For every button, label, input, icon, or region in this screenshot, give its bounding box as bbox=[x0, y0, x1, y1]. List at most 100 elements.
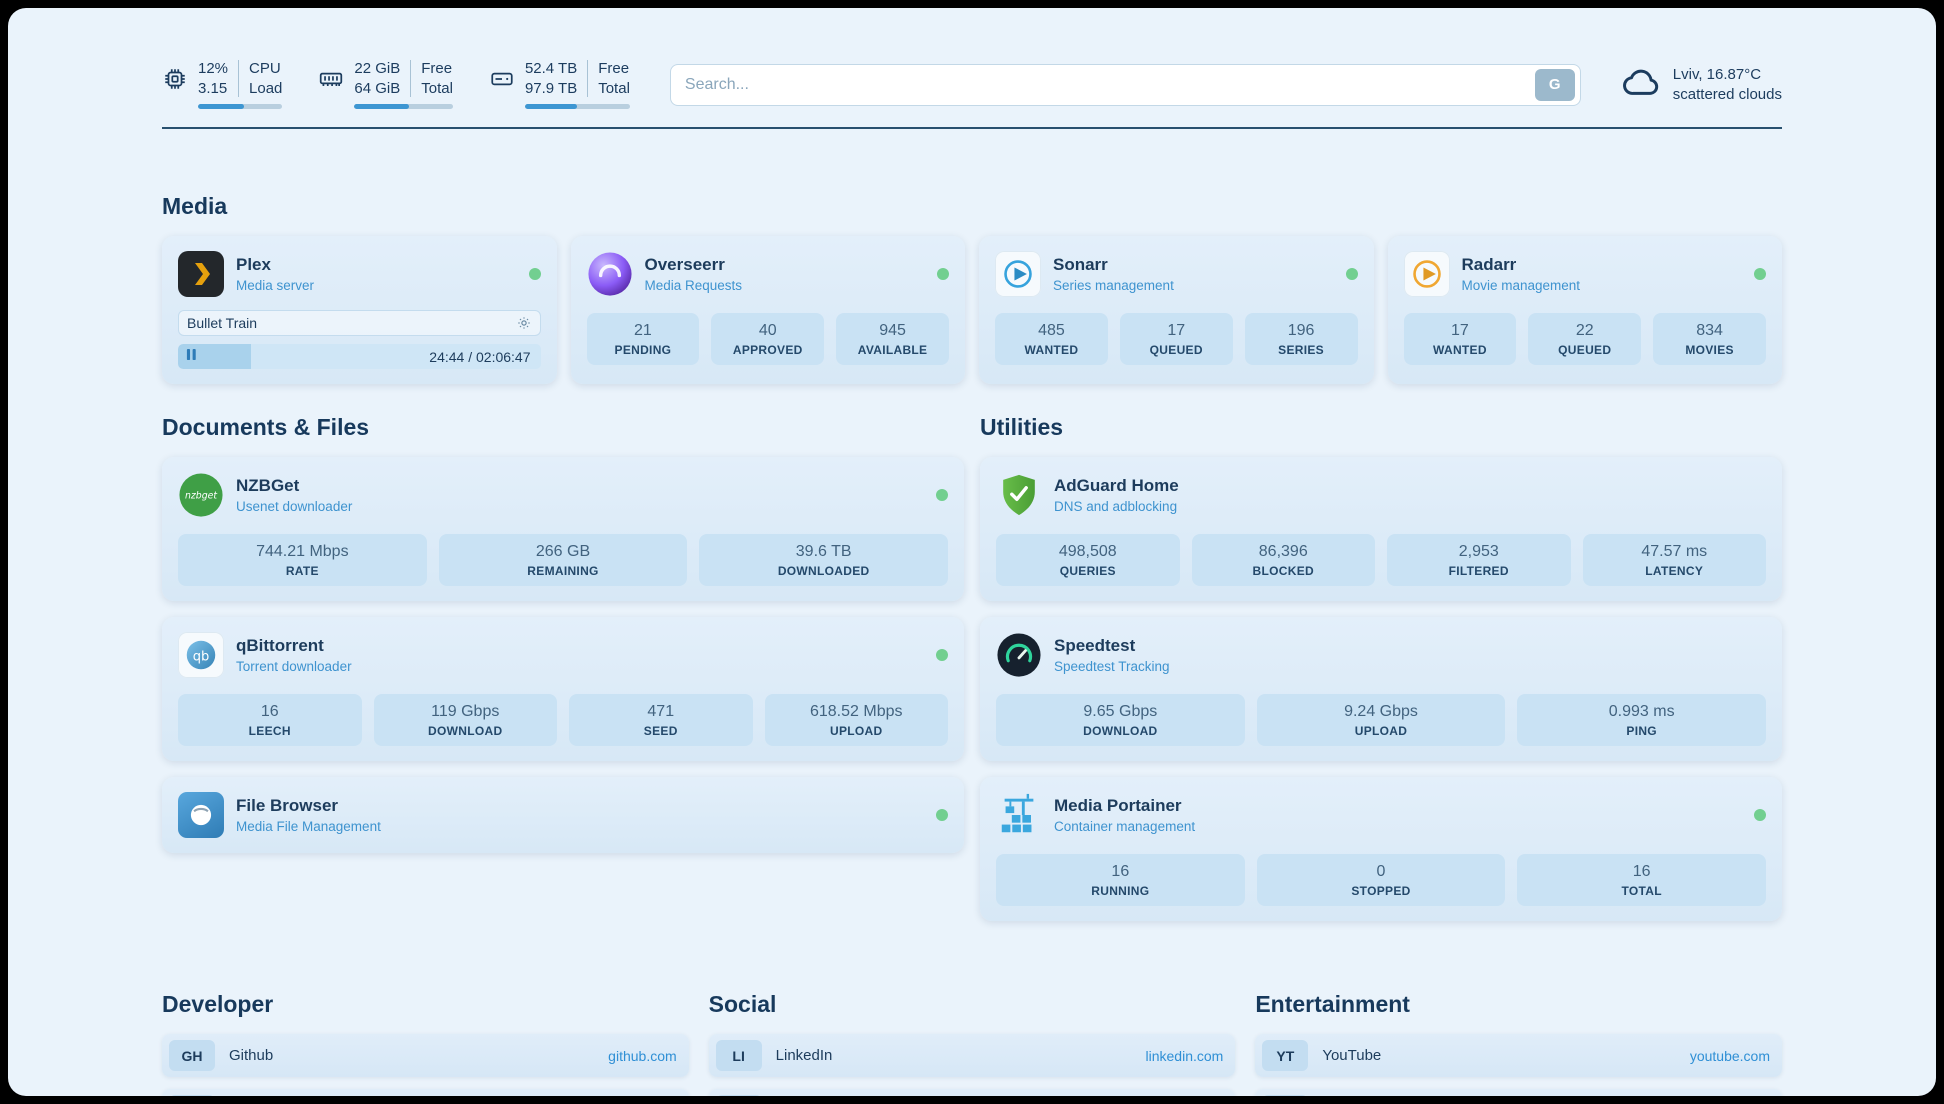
overseerr-icon bbox=[587, 251, 633, 297]
bookmark-youtube[interactable]: YT YouTube youtube.com bbox=[1255, 1034, 1782, 1077]
status-dot bbox=[936, 649, 948, 661]
stat-value: 16 bbox=[1111, 863, 1130, 880]
plex-app-link[interactable]: Plex Media server bbox=[178, 251, 541, 297]
cpu-icon bbox=[162, 60, 188, 92]
stat-value: 266 GB bbox=[535, 543, 591, 560]
stat-label: APPROVED bbox=[732, 343, 803, 357]
qbittorrent-app-link[interactable]: qb qBittorrent Torrent downloader bbox=[178, 632, 948, 678]
stat-box: 17 QUEUED bbox=[1119, 313, 1233, 365]
cpu-label: CPU bbox=[249, 60, 281, 77]
topbar: 12% 3.15 CPU Load bbox=[162, 60, 1782, 109]
adguard-card: AdGuard Home DNS and adblocking 498,508 … bbox=[980, 457, 1782, 601]
stat-box: 22 QUEUED bbox=[1528, 313, 1642, 365]
bookmark-twitter[interactable]: TW Twitter twitter.com bbox=[708, 1089, 1236, 1096]
app-name: qBittorrent bbox=[236, 636, 324, 655]
ram-free-value: 22 GiB bbox=[354, 60, 401, 77]
bookmark-stackoverflow[interactable]: SO StackOverflow stackoverflow.com bbox=[162, 1089, 689, 1096]
stat-value: 119 Gbps bbox=[431, 703, 500, 720]
app-name: Speedtest bbox=[1054, 636, 1136, 655]
app-subtitle: Movie management bbox=[1461, 278, 1581, 293]
stat-label: WANTED bbox=[1024, 343, 1079, 357]
stat-value: 485 bbox=[1038, 322, 1065, 339]
adguard-app-link[interactable]: AdGuard Home DNS and adblocking bbox=[996, 472, 1766, 518]
bookmark-abbr: NF bbox=[1262, 1095, 1309, 1096]
app-name: File Browser bbox=[236, 796, 339, 815]
cpu-load-label: Load bbox=[249, 80, 283, 97]
stat-value: 0 bbox=[1376, 863, 1386, 880]
portainer-app-link[interactable]: Media Portainer Container management bbox=[996, 792, 1766, 838]
settings-gear-icon[interactable] bbox=[516, 315, 532, 331]
app-subtitle: Media server bbox=[236, 278, 315, 293]
stat-box: 834 MOVIES bbox=[1653, 313, 1766, 365]
stat-label: PENDING bbox=[614, 343, 672, 357]
stat-box: 498,508 QUERIES bbox=[996, 534, 1180, 586]
stat-value: 22 bbox=[1575, 322, 1594, 339]
bookmark-abbr: TW bbox=[715, 1095, 762, 1096]
plex-now-playing: Bullet Train bbox=[178, 310, 541, 369]
nzbget-app-link[interactable]: nzbget NZBGet Usenet downloader bbox=[178, 472, 948, 518]
portainer-card: Media Portainer Container management 16 … bbox=[980, 777, 1782, 921]
stat-value: 834 bbox=[1696, 322, 1723, 339]
stat-label: RUNNING bbox=[1091, 884, 1150, 898]
sonarr-app-link[interactable]: Sonarr Series management bbox=[995, 251, 1358, 297]
stat-value: 2,953 bbox=[1458, 543, 1499, 560]
plex-icon bbox=[178, 251, 224, 297]
speedtest-app-link[interactable]: Speedtest Speedtest Tracking bbox=[996, 632, 1766, 678]
stat-value: 744.21 Mbps bbox=[256, 543, 349, 560]
playback-time: 24:44 / 02:06:47 bbox=[429, 348, 531, 365]
qbittorrent-card: qb qBittorrent Torrent downloader 16 LEE… bbox=[162, 617, 964, 761]
stat-label: DOWNLOAD bbox=[1083, 724, 1158, 738]
ram-icon bbox=[318, 60, 344, 92]
stat-label: QUERIES bbox=[1059, 564, 1116, 578]
stat-value: 618.52 Mbps bbox=[809, 703, 903, 720]
weather-condition: scattered clouds bbox=[1672, 86, 1782, 103]
stat-box: 9.65 Gbps DOWNLOAD bbox=[996, 694, 1245, 746]
speedtest-icon bbox=[996, 632, 1042, 678]
disk-icon bbox=[489, 60, 515, 92]
app-name: AdGuard Home bbox=[1054, 476, 1179, 495]
nzbget-card: nzbget NZBGet Usenet downloader 744.21 M… bbox=[162, 457, 964, 601]
stat-box: 2,953 FILTERED bbox=[1387, 534, 1571, 586]
app-name: Media Portainer bbox=[1054, 796, 1182, 815]
app-subtitle: Container management bbox=[1054, 819, 1196, 834]
stat-box: 40 APPROVED bbox=[711, 313, 825, 365]
stat-value: 9.65 Gbps bbox=[1083, 703, 1158, 720]
app-subtitle: Media Requests bbox=[644, 278, 743, 293]
bookmark-linkedin[interactable]: LI LinkedIn linkedin.com bbox=[708, 1034, 1236, 1077]
bookmark-netflix[interactable]: NF Netflix netflix.com bbox=[1255, 1089, 1782, 1096]
pause-icon[interactable] bbox=[186, 348, 197, 366]
disk-free-value: 52.4 TB bbox=[524, 60, 578, 77]
playback-progress-bar[interactable]: 24:44 / 02:06:47 bbox=[178, 344, 541, 369]
radarr-app-link[interactable]: Radarr Movie management bbox=[1403, 251, 1766, 297]
stat-value: 9.24 Gbps bbox=[1344, 703, 1418, 720]
status-dot bbox=[936, 489, 948, 501]
filebrowser-card: File Browser Media File Management bbox=[162, 777, 964, 853]
radarr-card: Radarr Movie management 17 WANTED 22 QUE… bbox=[1387, 236, 1782, 384]
documents-column: Documents & Files nzbget NZBGet Usenet d bbox=[162, 414, 964, 869]
utilities-column: Utilities AdGuard Home bbox=[980, 414, 1782, 937]
cpu-widget: 12% 3.15 CPU Load bbox=[162, 60, 283, 109]
app-name: Overseerr bbox=[644, 255, 725, 274]
system-widgets: 12% 3.15 CPU Load bbox=[162, 60, 630, 109]
stat-box: 0 STOPPED bbox=[1256, 854, 1506, 906]
bookmark-url: linkedin.com bbox=[1145, 1047, 1224, 1064]
stat-box: 471 SEED bbox=[569, 694, 753, 746]
search-engine-button[interactable]: G bbox=[1534, 68, 1575, 101]
overseerr-app-link[interactable]: Overseerr Media Requests bbox=[587, 251, 949, 297]
search-input[interactable] bbox=[684, 75, 1535, 94]
documents-section-title: Documents & Files bbox=[162, 414, 370, 440]
stat-box: 86,396 BLOCKED bbox=[1191, 534, 1375, 586]
bookmark-github[interactable]: GH Github github.com bbox=[162, 1034, 689, 1077]
filebrowser-app-link[interactable]: File Browser Media File Management bbox=[178, 792, 948, 838]
stat-box: 39.6 TB DOWNLOADED bbox=[699, 534, 948, 586]
stat-box: 119 Gbps DOWNLOAD bbox=[373, 694, 557, 746]
filebrowser-icon bbox=[178, 792, 224, 838]
stat-label: LEECH bbox=[248, 724, 291, 738]
status-dot bbox=[1345, 268, 1358, 280]
stat-value: 17 bbox=[1451, 322, 1469, 339]
entertainment-section-title: Entertainment bbox=[1255, 991, 1410, 1017]
cpu-usage-value: 12% bbox=[198, 60, 229, 77]
app-subtitle: Media File Management bbox=[236, 819, 381, 834]
stat-value: 17 bbox=[1167, 322, 1186, 339]
stat-value: 498,508 bbox=[1058, 543, 1117, 560]
